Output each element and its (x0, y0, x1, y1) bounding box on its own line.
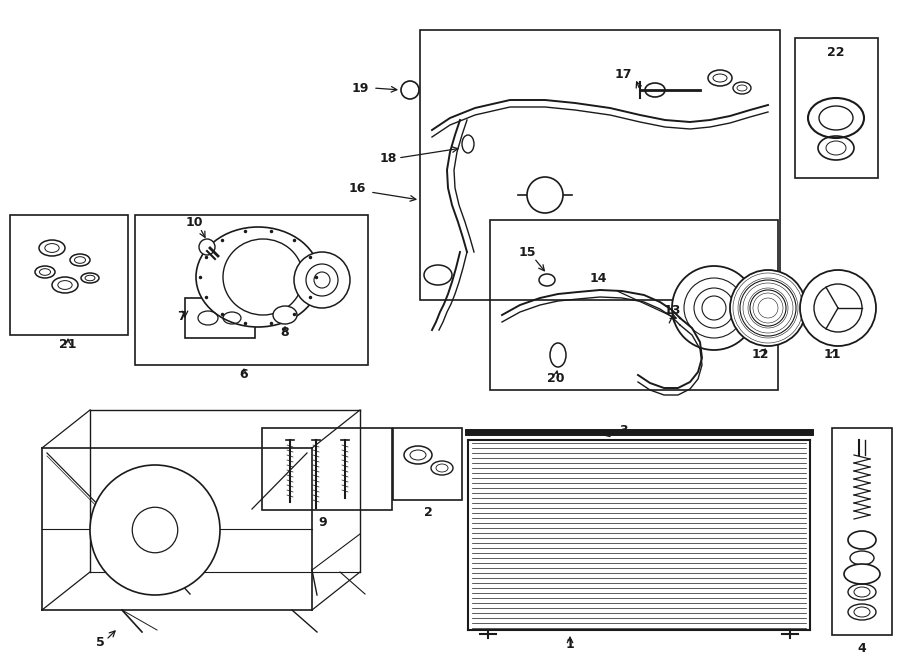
Text: 20: 20 (547, 371, 565, 385)
Text: 4: 4 (858, 641, 867, 654)
Text: 22: 22 (827, 46, 845, 59)
Bar (135, 215, 368, 365)
Ellipse shape (273, 306, 297, 324)
Bar (832, 428, 892, 635)
Ellipse shape (199, 239, 215, 255)
Circle shape (90, 465, 220, 595)
Text: 2: 2 (424, 506, 432, 518)
Bar (185, 298, 255, 338)
Bar (393, 428, 462, 500)
Ellipse shape (401, 81, 419, 99)
Text: 17: 17 (614, 67, 632, 81)
Text: 13: 13 (663, 303, 680, 317)
Bar (420, 30, 780, 300)
Text: 11: 11 (824, 348, 841, 362)
Circle shape (672, 266, 756, 350)
Circle shape (800, 270, 876, 346)
Text: 16: 16 (348, 182, 365, 194)
Circle shape (527, 177, 563, 213)
Text: 9: 9 (319, 516, 328, 529)
Text: 10: 10 (185, 215, 202, 229)
Text: 7: 7 (177, 309, 186, 323)
Bar (10, 215, 128, 335)
Ellipse shape (848, 531, 876, 549)
Ellipse shape (539, 274, 555, 286)
Ellipse shape (462, 135, 474, 153)
Text: 15: 15 (518, 245, 536, 258)
Bar (490, 220, 778, 390)
Text: 1: 1 (565, 639, 574, 652)
Text: 6: 6 (239, 368, 248, 381)
Ellipse shape (424, 265, 452, 285)
Circle shape (814, 284, 862, 332)
Text: 21: 21 (59, 338, 76, 352)
Ellipse shape (844, 564, 880, 584)
Ellipse shape (196, 227, 320, 327)
Text: 12: 12 (752, 348, 769, 362)
Text: 3: 3 (620, 424, 628, 436)
Circle shape (730, 270, 806, 346)
Ellipse shape (550, 343, 566, 367)
Text: 19: 19 (351, 81, 369, 95)
Text: 5: 5 (95, 635, 104, 648)
Text: 14: 14 (590, 272, 607, 284)
Circle shape (294, 252, 350, 308)
Text: 8: 8 (281, 325, 289, 338)
Bar (795, 38, 878, 178)
Circle shape (132, 507, 178, 553)
Ellipse shape (850, 551, 874, 565)
Text: 18: 18 (379, 151, 397, 165)
Ellipse shape (645, 83, 665, 97)
Bar (262, 428, 392, 510)
